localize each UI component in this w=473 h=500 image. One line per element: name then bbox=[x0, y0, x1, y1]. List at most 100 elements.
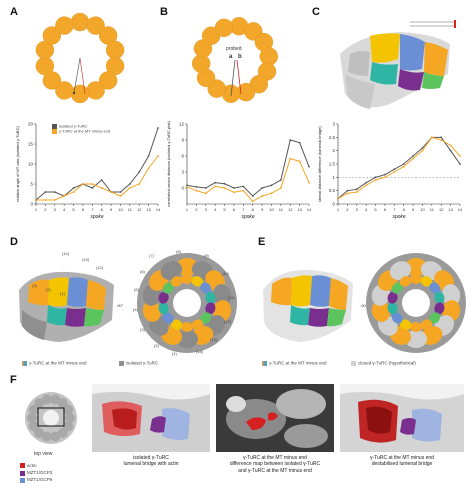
data-point bbox=[459, 163, 461, 165]
x-tick-label: 2 bbox=[195, 207, 198, 212]
legend-isolated-swatch bbox=[52, 124, 57, 129]
y-axis-label: lateral distance difference (lumenal bri… bbox=[317, 126, 322, 202]
y-tick-label: 3 bbox=[332, 122, 335, 127]
x-tick-label: 2 bbox=[44, 207, 47, 212]
data-point bbox=[91, 187, 94, 189]
data-point bbox=[100, 179, 103, 181]
ring-subunit-inner bbox=[162, 282, 174, 294]
y-tick-label: 3 bbox=[181, 170, 184, 175]
data-point bbox=[449, 144, 452, 147]
data-point bbox=[72, 187, 75, 189]
series-line bbox=[36, 155, 159, 201]
x-tick-label: 5 bbox=[223, 207, 226, 212]
x-tick-label: 4 bbox=[63, 207, 66, 212]
x-tick-label: 6 bbox=[233, 207, 236, 212]
ring-subunit-inner bbox=[162, 312, 174, 324]
ring-subunit-inner bbox=[429, 282, 441, 294]
ring-spoke bbox=[42, 26, 62, 45]
structure-e-top bbox=[366, 253, 466, 353]
f-legend: actin MZT1/GCP3 MZT1/GCP6 bbox=[20, 462, 52, 484]
ring-lumen bbox=[173, 289, 201, 317]
ring-subunit-inner bbox=[420, 276, 433, 287]
d-num-5: (12) bbox=[224, 319, 232, 324]
x-tick-label: 14 bbox=[307, 207, 312, 212]
data-point bbox=[279, 179, 282, 181]
ring-subunit bbox=[212, 284, 232, 306]
series-line bbox=[337, 136, 461, 200]
f-caption-3: γ-TuRC at the MT minus end destabilised … bbox=[370, 455, 434, 468]
x-axis-label: spoke bbox=[241, 214, 255, 220]
chart-legend-a: isolated γ-TuRC γ-TuRC at the MT minus e… bbox=[52, 124, 110, 134]
data-point bbox=[421, 149, 424, 152]
ring-spoke bbox=[86, 81, 105, 100]
f-top-subunit bbox=[63, 404, 74, 415]
d-legend-iso-swatch bbox=[119, 361, 125, 366]
structure-d-side bbox=[19, 271, 114, 342]
data-point bbox=[233, 187, 235, 189]
data-point bbox=[393, 171, 396, 173]
d-num-7: (14) bbox=[196, 349, 204, 354]
y-tick-label: 10 bbox=[28, 162, 34, 167]
structure-d-top bbox=[137, 253, 237, 353]
ring-spoke bbox=[35, 56, 55, 76]
ring-subunit-inner bbox=[410, 322, 422, 332]
x-tick-label: 13 bbox=[146, 207, 151, 212]
f-structure-1 bbox=[92, 384, 210, 452]
structure-e-side bbox=[263, 269, 353, 342]
x-tick-label: 12 bbox=[288, 207, 293, 212]
data-point bbox=[195, 189, 198, 192]
d-label-l5: (1) bbox=[60, 291, 65, 296]
y-tick-label: 6 bbox=[181, 154, 184, 159]
d-label-l0: (14) bbox=[62, 251, 70, 256]
x-tick-label: 13 bbox=[448, 207, 453, 212]
ring-subunit bbox=[142, 300, 162, 322]
data-point bbox=[138, 171, 141, 173]
series-line bbox=[35, 127, 159, 201]
x-tick-label: 3 bbox=[54, 207, 57, 212]
data-point bbox=[186, 186, 188, 188]
d-legend: γ-TuRC at the MT minus end isolated γ-Tu… bbox=[22, 361, 158, 367]
data-point bbox=[402, 165, 405, 168]
data-point bbox=[308, 165, 310, 168]
data-point bbox=[374, 176, 377, 179]
data-point bbox=[214, 185, 217, 188]
x-tick-label: 8 bbox=[101, 207, 104, 212]
data-point bbox=[374, 179, 377, 181]
ring-lumen bbox=[402, 289, 430, 317]
data-point bbox=[242, 185, 245, 188]
data-point bbox=[44, 191, 47, 193]
data-point bbox=[346, 192, 349, 195]
ring-spoke bbox=[105, 40, 125, 60]
x-axis-label: spoke bbox=[90, 214, 104, 220]
f-top-subunit bbox=[34, 398, 45, 409]
data-point bbox=[204, 187, 207, 189]
x-tick-label: 12 bbox=[137, 207, 142, 212]
data-point bbox=[119, 191, 122, 193]
legend-mt-text: γ-TuRC at the MT minus end bbox=[59, 128, 111, 134]
data-point bbox=[128, 187, 131, 189]
f-top-subunit bbox=[41, 431, 52, 442]
e-legend-mt-text: γ-TuRC at the MT minus end bbox=[269, 360, 327, 366]
x-axis-label: spoke bbox=[392, 214, 406, 220]
d-num-11: (4) bbox=[133, 307, 138, 312]
d-axis-mark: -90° bbox=[116, 303, 124, 308]
data-point bbox=[402, 163, 405, 165]
ring-subunit-inner bbox=[170, 319, 183, 330]
d-legend-mt-text: γ-TuRC at the MT minus end bbox=[29, 360, 87, 366]
data-point bbox=[270, 192, 273, 195]
data-point bbox=[430, 136, 433, 139]
y-axis-label: correlated vector distance (isolated γ-T… bbox=[166, 121, 171, 207]
d-num-12: (5) bbox=[134, 287, 139, 292]
f-top-view-label: top view bbox=[34, 451, 53, 457]
y-axis-label: relative angle of MT axis (isolated γ-Tu… bbox=[15, 126, 20, 202]
d-num-4: (11) bbox=[228, 295, 235, 300]
x-tick-label: 9 bbox=[261, 207, 264, 212]
data-point bbox=[449, 149, 452, 152]
d-num-13: (6) bbox=[140, 269, 145, 274]
data-point bbox=[412, 155, 414, 157]
data-point bbox=[157, 155, 159, 157]
data-point bbox=[223, 187, 226, 189]
y-tick-label: 9 bbox=[181, 138, 184, 143]
chart-c: 00.511.522.531 2 3 4 5 6 7 8 9 10 11 12 13 14spokelat… bbox=[317, 122, 463, 221]
ring-subunit-inner bbox=[387, 291, 398, 304]
